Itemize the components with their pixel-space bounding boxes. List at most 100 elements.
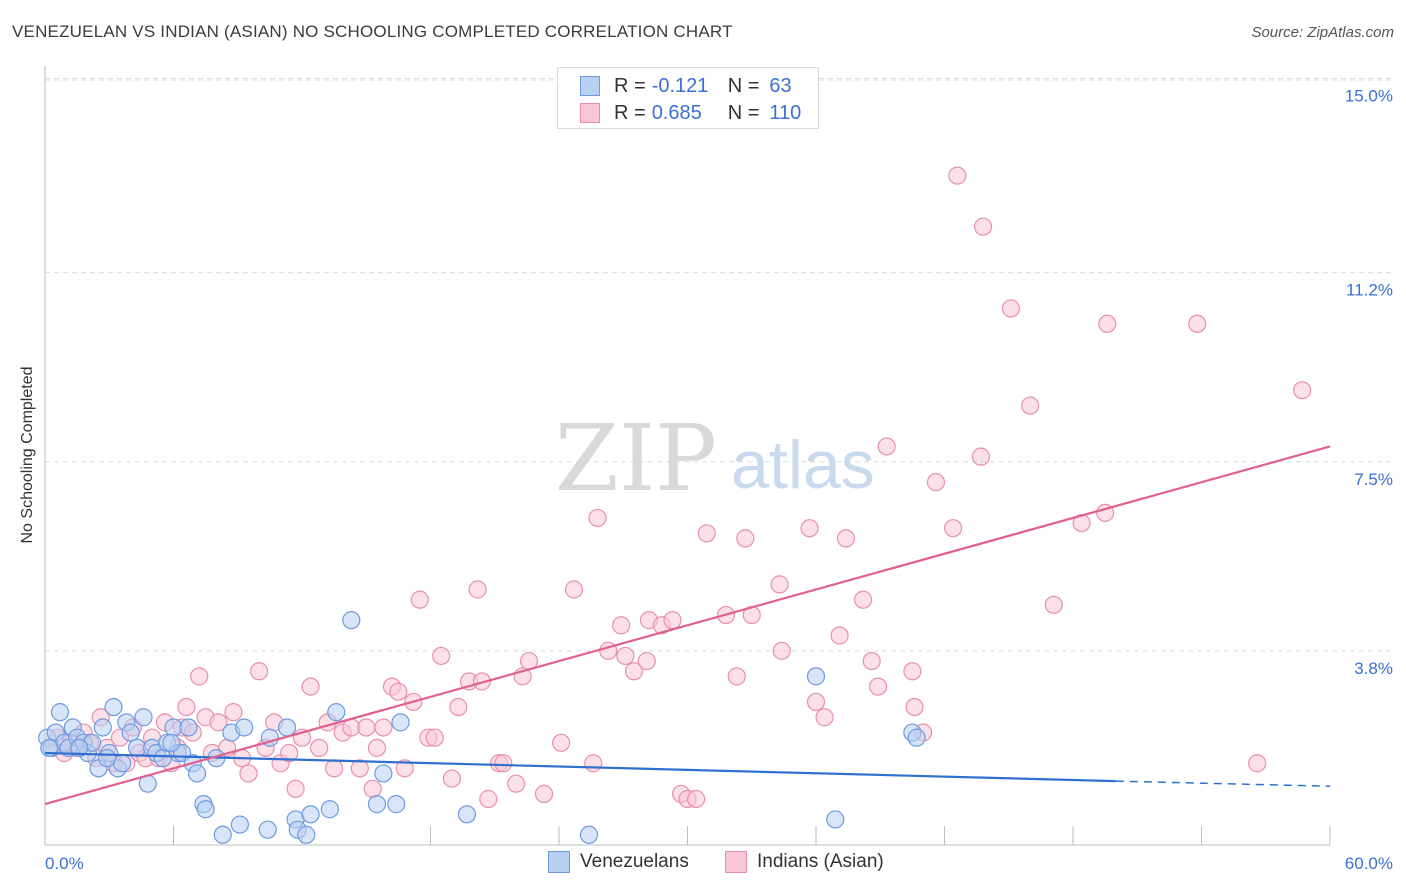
indians-point — [854, 590, 873, 609]
venezuelans-point — [179, 718, 198, 737]
venezuelans-point — [235, 718, 254, 737]
indians-point — [588, 508, 607, 528]
venezuelans-point — [327, 703, 346, 722]
venezuelans-point — [162, 733, 181, 752]
legend-r-label: R = — [614, 101, 646, 124]
legend-swatch-venezuelans — [580, 76, 600, 96]
indians-trend-line — [44, 445, 1331, 806]
y-tick-label: 11.2% — [1346, 281, 1393, 300]
legend-r-value: -0.121 — [651, 74, 709, 97]
indians-point — [209, 713, 228, 732]
venezuelans-point — [391, 713, 410, 732]
chart-title: VENEZUELAN VS INDIAN (ASIAN) NO SCHOOLIN… — [12, 22, 733, 41]
venezuelans-point — [367, 795, 387, 814]
indians-point — [1001, 299, 1020, 318]
indians-point — [425, 728, 444, 747]
indians-point — [770, 575, 789, 594]
indians-point — [432, 646, 451, 666]
legend-n-label: N = — [727, 74, 760, 97]
indians-point — [943, 519, 963, 538]
venezuelans-point — [277, 718, 297, 737]
indians-point — [190, 667, 209, 686]
axes — [44, 66, 1331, 846]
legend-r-value: 0.685 — [651, 101, 702, 124]
venezuelans-point — [187, 764, 207, 783]
indians-point — [903, 662, 922, 681]
indians-point — [177, 697, 196, 717]
indians-point — [624, 662, 644, 681]
venezuelans-point — [806, 667, 826, 686]
indians-point — [389, 682, 408, 701]
indians-point — [494, 754, 513, 773]
indians-point — [815, 708, 834, 727]
venezuelans-point — [457, 805, 477, 824]
venezuelans-point — [374, 764, 393, 783]
indians-point — [1188, 314, 1207, 333]
trend-lines — [44, 445, 1331, 806]
indians-point — [286, 779, 305, 798]
bottom-legend-indians: Indians (Asian) — [725, 851, 884, 873]
indians-point — [363, 779, 382, 798]
venezuelans-point — [297, 825, 316, 844]
indians-point — [507, 774, 526, 793]
legend-row-indians: R = 0.685 N = 110 — [580, 101, 801, 125]
venezuelans-point — [70, 738, 89, 758]
indians-point — [350, 759, 369, 778]
indians-point — [830, 626, 849, 645]
indians-point — [442, 769, 462, 788]
indians-point — [479, 789, 498, 809]
x-tick-label-max: 60.0% — [1345, 854, 1393, 873]
venezuelans-point — [387, 795, 406, 814]
tick-labels: 3.8% 7.5% 11.2% 15.0% 0.0% 60.0% — [45, 87, 1393, 874]
venezuelans-trend-line — [44, 751, 1116, 783]
indians-point — [239, 764, 258, 783]
indians-point — [395, 759, 414, 778]
indians-point — [971, 447, 991, 466]
indians-point — [224, 703, 243, 722]
legend-n-label: N = — [727, 101, 760, 124]
indians-point — [357, 718, 376, 737]
indians-point — [877, 437, 896, 456]
x-tick-label-min: 0.0% — [45, 854, 84, 873]
indians-point — [905, 697, 924, 717]
bottom-legend-swatch-indians — [725, 851, 747, 873]
venezuelans-point — [196, 800, 215, 819]
indians-point — [926, 473, 946, 492]
bottom-legend-swatch-venezuelans — [548, 851, 570, 873]
indians-point — [686, 789, 706, 809]
indians-point — [468, 580, 487, 599]
watermark-zip: ZIP — [555, 405, 717, 512]
venezuelans-point — [230, 815, 249, 834]
indians-point — [727, 667, 746, 686]
venezuelans-point — [134, 708, 153, 727]
indians-point — [534, 784, 554, 804]
gridlines — [45, 78, 1392, 652]
venezuelans-point — [320, 800, 339, 819]
legend-r-label: R = — [614, 74, 646, 97]
indians-point — [280, 743, 299, 763]
venezuelans-point — [50, 703, 70, 722]
venezuelans-trend-extension — [1115, 780, 1331, 787]
legend-swatch-indians — [580, 103, 600, 123]
indians-point — [973, 217, 993, 236]
indians-point — [584, 754, 603, 773]
legend-row-venezuelans: R = -0.121 N = 63 — [580, 74, 792, 98]
watermark: ZIP atlas — [555, 405, 875, 512]
indians-point — [1098, 314, 1117, 333]
venezuelans-point — [93, 718, 112, 737]
venezuelans-point — [579, 825, 599, 844]
venezuelans-points — [38, 611, 926, 844]
venezuelans-point — [342, 611, 361, 630]
indians-point — [663, 611, 682, 630]
indians-point — [697, 524, 716, 543]
y-tick-label: 3.8% — [1354, 659, 1393, 678]
legend-n-value: 63 — [769, 74, 792, 97]
indians-point — [800, 519, 819, 538]
indians-point — [374, 718, 393, 737]
venezuelans-point — [104, 697, 123, 717]
venezuelans-point — [301, 805, 320, 824]
bottom-legend-label: Venezuelans — [580, 851, 689, 872]
correlation-legend: R = -0.121 N = 63 R = 0.685 N = 110 — [557, 67, 819, 129]
indians-point — [552, 733, 571, 752]
